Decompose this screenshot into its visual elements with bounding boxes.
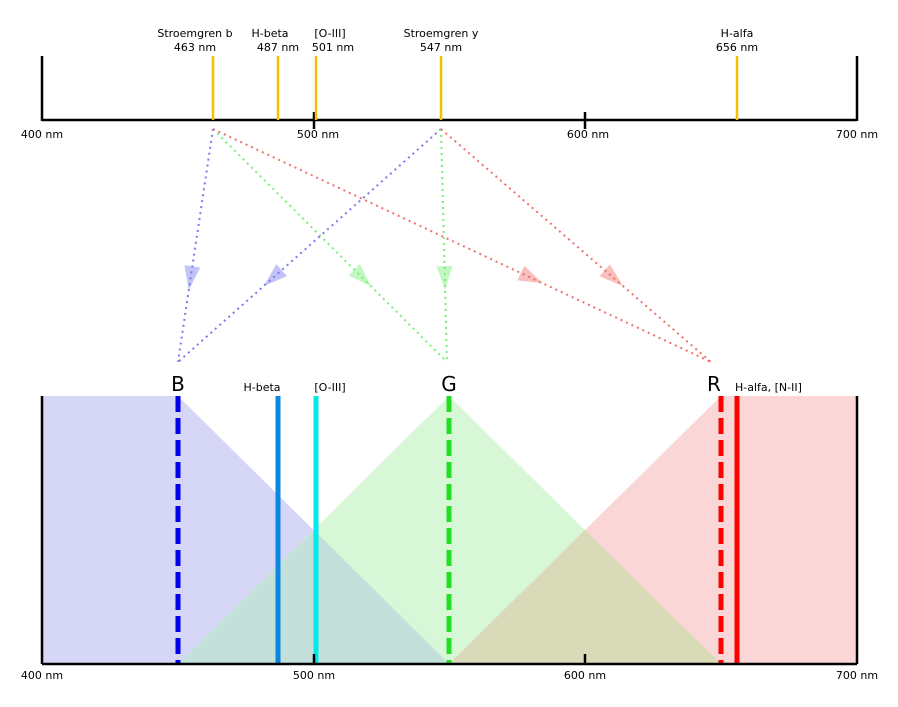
mapping-arrows — [177, 128, 712, 363]
mapping-line — [177, 128, 442, 363]
channel-letter-g: G — [441, 372, 457, 396]
mapping-line — [440, 128, 448, 363]
top-axis — [40, 56, 859, 129]
mapping-line — [440, 128, 712, 363]
h-alfa-n-ii-label: H-alfa, [N-II] — [735, 381, 802, 394]
mapping-arrowhead — [517, 265, 543, 284]
mapping-arrowhead — [436, 265, 453, 291]
top-tick-600: 600 nm — [567, 128, 609, 141]
mapping-arrowhead — [599, 264, 623, 286]
mapping-line — [177, 128, 214, 363]
top-tick-700: 700 nm — [836, 128, 878, 141]
channel-letter-b: B — [171, 372, 185, 396]
bottom-tick-700: 700 nm — [836, 669, 878, 682]
bottom-tick-400: 400 nm — [21, 669, 63, 682]
h-beta-wavelength: 487 nm — [257, 41, 299, 54]
h-alfa-wavelength: 656 nm — [716, 41, 758, 54]
top-tick-500: 500 nm — [297, 128, 339, 141]
o-iii-name: [O-III] — [314, 27, 345, 40]
h-beta-label: H-beta — [243, 381, 280, 394]
mapping-line — [212, 128, 448, 363]
mapping-line — [212, 128, 712, 363]
stroemgren-y-name: Stroemgren y — [404, 27, 479, 40]
stroemgren-b-wavelength: 463 nm — [174, 41, 216, 54]
stroemgren-y-wavelength: 547 nm — [420, 41, 462, 54]
top-tick-400: 400 nm — [21, 128, 63, 141]
mapping-arrowhead — [348, 263, 372, 287]
bottom-tick-600: 600 nm — [564, 669, 606, 682]
mapping-arrowhead — [184, 265, 201, 290]
bottom-axis — [40, 396, 859, 666]
h-alfa-name: H-alfa — [721, 27, 754, 40]
h-beta-name: H-beta — [251, 27, 288, 40]
stroemgren-b-name: Stroemgren b — [157, 27, 232, 40]
green-red-overlap-area — [449, 530, 721, 664]
mapping-arrowhead — [263, 264, 287, 287]
o-iii-wavelength: 501 nm — [312, 41, 354, 54]
bottom-tick-500: 500 nm — [293, 669, 335, 682]
o-iii-label: [O-III] — [314, 381, 345, 394]
channel-letter-r: R — [707, 372, 721, 396]
